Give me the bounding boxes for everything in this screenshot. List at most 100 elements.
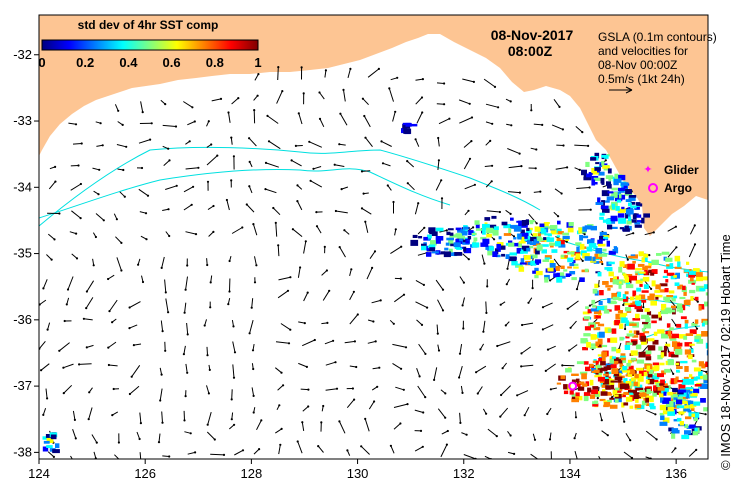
velocity-arrow-head — [208, 392, 210, 394]
velocity-arrow-head — [141, 167, 143, 169]
sst-pixel — [614, 174, 618, 179]
sst-pixel — [621, 207, 624, 209]
velocity-arrow-head — [186, 372, 188, 374]
sst-pixel — [625, 189, 632, 194]
velocity-arrow-head — [210, 281, 212, 283]
velocity-arrow-head — [316, 225, 318, 227]
sst-pixel — [609, 272, 614, 277]
sst-pixel — [603, 374, 609, 376]
velocity-arrow-head — [341, 188, 343, 190]
velocity-arrow-head — [137, 264, 139, 266]
sst-pixel — [656, 253, 662, 256]
sst-pixel — [610, 405, 618, 409]
sst-pixel — [703, 407, 707, 411]
sst-pixel — [650, 273, 654, 276]
velocity-arrow-head — [40, 369, 42, 371]
velocity-arrow-head — [380, 140, 382, 142]
sst-pixel — [603, 249, 607, 252]
velocity-arrow-head — [98, 169, 100, 171]
sst-pixel — [522, 220, 526, 226]
velocity-arrow-head — [695, 449, 697, 451]
velocity-arrow-head — [494, 86, 496, 88]
sst-pixel — [556, 277, 562, 283]
velocity-arrow-head — [128, 327, 130, 329]
velocity-arrow-head — [97, 193, 99, 195]
sst-pixel — [630, 205, 636, 208]
velocity-arrow-head — [317, 445, 319, 447]
colorbar-label: std dev of 4hr SST comp — [78, 18, 219, 32]
sst-pixel — [672, 341, 677, 347]
sst-pixel — [526, 248, 530, 252]
velocity-arrow-head — [521, 324, 523, 326]
sst-pixel — [671, 310, 675, 313]
velocity-arrow-head — [306, 366, 308, 368]
velocity-arrow-head — [248, 137, 250, 139]
sst-pixel — [689, 374, 692, 377]
velocity-arrow-head — [437, 333, 439, 335]
velocity-arrow-head — [421, 96, 423, 98]
velocity-arrow-head — [653, 231, 655, 233]
sst-pixel — [603, 237, 608, 239]
velocity-arrow-head — [120, 269, 122, 271]
velocity-arrow-head — [304, 322, 306, 324]
velocity-arrow-head — [277, 244, 279, 246]
velocity-arrow-head — [63, 392, 65, 394]
sst-pixel — [598, 358, 602, 362]
velocity-arrow-head — [581, 131, 583, 133]
sst-pixel — [594, 284, 598, 288]
sst-pixel — [631, 350, 638, 355]
velocity-arrow-head — [423, 284, 425, 286]
velocity-arrow-head — [318, 91, 320, 93]
sst-pixel — [620, 261, 625, 267]
velocity-arrow-head — [228, 290, 230, 292]
sst-pixel — [486, 234, 492, 238]
velocity-arrow-head — [371, 267, 373, 269]
velocity-arrow-head — [675, 226, 677, 228]
velocity-arrow-head — [252, 349, 254, 351]
velocity-arrow-head — [209, 369, 211, 371]
velocity-arrow — [278, 245, 279, 256]
velocity-arrow-head — [230, 137, 232, 139]
sst-pixel — [680, 361, 687, 363]
sst-pixel — [584, 361, 589, 365]
sst-pixel — [609, 398, 614, 400]
velocity-arrow-head — [139, 438, 141, 440]
velocity-arrow-head — [378, 68, 380, 70]
x-tick-label: 134 — [559, 466, 581, 481]
sst-pixel — [597, 197, 600, 202]
sst-pixel — [590, 157, 596, 161]
velocity-arrow-head — [417, 202, 419, 204]
sst-pixel — [555, 241, 561, 246]
sst-pixel — [675, 363, 679, 366]
velocity-arrow-head — [443, 103, 445, 105]
sst-pixel — [635, 388, 640, 391]
velocity-arrow-head — [354, 340, 356, 342]
sst-pixel — [591, 390, 598, 395]
velocity-arrow-head — [447, 430, 449, 432]
velocity-arrow-head — [207, 424, 209, 426]
velocity-arrow-head — [301, 66, 303, 68]
sst-pixel — [686, 387, 694, 389]
velocity-arrow-head — [475, 371, 477, 373]
sst-pixel — [628, 390, 635, 393]
sst-pixel — [628, 217, 631, 221]
sst-pixel — [585, 256, 592, 261]
velocity-arrow-head — [530, 109, 532, 111]
velocity-arrow-head — [648, 254, 650, 256]
sst-pixel — [511, 261, 517, 265]
sst-pixel — [593, 289, 598, 294]
sst-pixel — [524, 255, 531, 260]
sst-pixel — [681, 435, 689, 439]
sst-pixel — [701, 331, 708, 337]
sst-pixel — [592, 257, 595, 262]
velocity-arrow-head — [325, 69, 327, 71]
velocity-arrow-head — [506, 283, 508, 285]
sst-pixel — [616, 349, 621, 352]
sst-pixel — [671, 306, 676, 309]
velocity-arrow — [301, 389, 309, 390]
velocity-arrow-head — [167, 148, 169, 150]
sst-pixel — [625, 307, 631, 311]
velocity-arrow-head — [642, 306, 644, 308]
velocity-arrow — [207, 347, 208, 355]
velocity-arrow-head — [214, 438, 216, 440]
